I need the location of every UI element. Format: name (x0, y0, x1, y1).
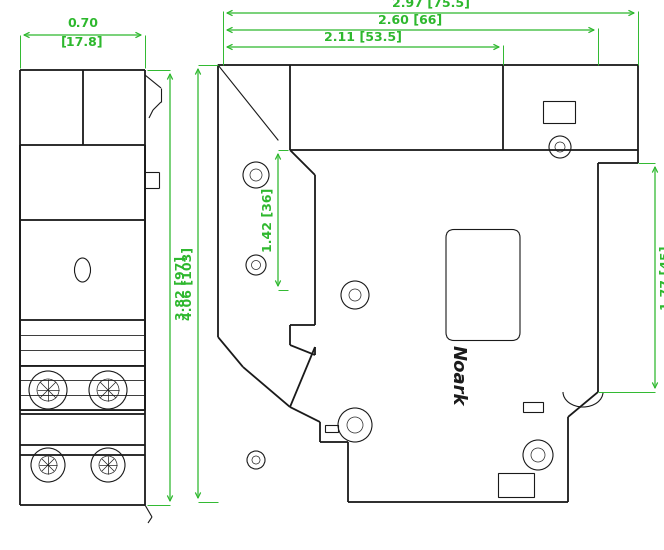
Text: 4.06 [103]: 4.06 [103] (181, 247, 194, 320)
Bar (523, 402, 543, 412)
Text: 2.97 [75.5]: 2.97 [75.5] (392, 0, 469, 9)
Text: [17.8]: [17.8] (61, 35, 104, 48)
Text: 3.82 [97]: 3.82 [97] (174, 255, 187, 320)
Text: Noark: Noark (449, 345, 467, 405)
Text: 1.77 [45]: 1.77 [45] (659, 245, 664, 310)
Bar (543, 101, 575, 123)
Bar (325, 425, 338, 432)
Text: 2.60 [66]: 2.60 [66] (378, 13, 443, 26)
Text: 2.11 [53.5]: 2.11 [53.5] (324, 30, 402, 43)
Text: 1.42 [36]: 1.42 [36] (261, 188, 274, 252)
Text: 0.70: 0.70 (67, 17, 98, 30)
Bar (498, 473, 534, 497)
